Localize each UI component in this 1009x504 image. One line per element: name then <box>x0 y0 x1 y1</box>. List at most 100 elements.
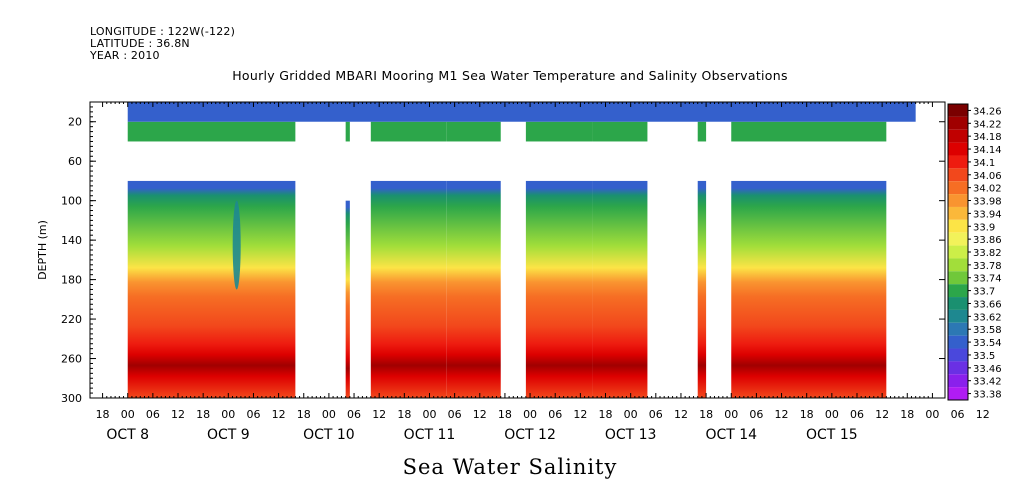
data-segment-near-surface <box>127 121 296 142</box>
x-date-label: OCT 14 <box>705 427 757 443</box>
colorbar-label: 33.58 <box>973 325 1002 336</box>
data-segment-deep <box>592 180 648 398</box>
y-tick-label: 100 <box>61 195 82 208</box>
x-hour-label: 06 <box>548 408 562 421</box>
x-hour-label: 06 <box>749 408 763 421</box>
colorbar-label: 34.22 <box>973 119 1002 130</box>
x-hour-label: 06 <box>347 408 361 421</box>
x-hour-label: 06 <box>649 408 663 421</box>
x-hour-label: 18 <box>800 408 814 421</box>
colorbar-label: 33.78 <box>973 261 1002 272</box>
colorbar-label: 34.1 <box>973 158 995 169</box>
colorbar-swatch <box>948 284 968 298</box>
colorbar-label: 33.94 <box>973 209 1002 220</box>
data-segment-near-surface <box>731 121 887 142</box>
y-tick-label: 60 <box>68 155 82 168</box>
colorbar-swatch <box>948 142 968 156</box>
x-date-label: OCT 11 <box>404 427 456 443</box>
y-tick-label: 260 <box>61 353 82 366</box>
x-hour-label: 18 <box>297 408 311 421</box>
data-segment-near-surface <box>525 121 593 142</box>
colorbar-swatch <box>948 335 968 349</box>
chart-title: Hourly Gridded MBARI Mooring M1 Sea Wate… <box>232 68 788 83</box>
data-segment-deep <box>345 200 350 398</box>
x-hour-label: 06 <box>246 408 260 421</box>
colorbar-swatch <box>948 194 968 207</box>
x-hour-label: 12 <box>171 408 185 421</box>
colorbar-swatch <box>948 232 968 246</box>
colorbar: 34.2634.2234.1834.1434.134.0634.0233.983… <box>947 103 1002 401</box>
x-hour-label: 06 <box>951 408 965 421</box>
x-hour-label: 12 <box>775 408 789 421</box>
x-hour-label: 00 <box>624 408 638 421</box>
y-tick-label: 220 <box>61 313 82 326</box>
data-segment-near-surface <box>345 121 350 142</box>
x-date-label: OCT 10 <box>303 427 355 443</box>
x-hour-label: 12 <box>976 408 990 421</box>
y-tick-label: 180 <box>61 274 82 287</box>
x-hour-label: 18 <box>599 408 613 421</box>
y-tick-label: 300 <box>61 392 82 405</box>
x-hour-label: 18 <box>699 408 713 421</box>
colorbar-label: 34.02 <box>973 184 1002 195</box>
colorbar-label: 33.42 <box>973 377 1002 388</box>
colorbar-swatch <box>948 258 968 272</box>
plot-area <box>127 102 916 398</box>
colorbar-label: 33.38 <box>973 390 1002 401</box>
colorbar-label: 33.7 <box>973 287 995 298</box>
x-hour-label: 06 <box>850 408 864 421</box>
y-axis-label: DEPTH (m) <box>36 220 49 280</box>
colorbar-label: 33.66 <box>973 299 1002 310</box>
colorbar-swatch <box>948 116 968 130</box>
colorbar-swatch <box>948 104 968 117</box>
colorbar-swatch <box>948 245 968 259</box>
x-hour-label: 06 <box>146 408 160 421</box>
colorbar-label: 34.14 <box>973 145 1002 156</box>
x-hour-label: 06 <box>448 408 462 421</box>
header-latitude: LATITUDE : 36.8N <box>90 37 190 50</box>
data-segment-near-surface <box>697 121 707 142</box>
data-segment-deep <box>697 180 707 398</box>
data-segment-deep <box>525 180 593 398</box>
colorbar-label: 33.98 <box>973 197 1002 208</box>
data-segment-near-surface <box>370 121 447 142</box>
colorbar-label: 33.5 <box>973 351 995 362</box>
colorbar-label: 33.62 <box>973 312 1002 323</box>
colorbar-swatch <box>948 129 968 143</box>
data-segment-near-surface <box>592 121 648 142</box>
surface-band <box>127 102 916 122</box>
x-hour-label: 18 <box>196 408 210 421</box>
colorbar-label: 33.74 <box>973 274 1002 285</box>
x-hour-label: 18 <box>900 408 914 421</box>
colorbar-label: 33.54 <box>973 338 1002 349</box>
x-hour-label: 00 <box>221 408 235 421</box>
colorbar-swatch <box>948 297 968 310</box>
x-hour-label: 12 <box>573 408 587 421</box>
colorbar-swatch <box>948 361 968 375</box>
data-segment-near-surface <box>446 121 501 142</box>
colorbar-swatch <box>948 374 968 388</box>
x-hour-label: 12 <box>875 408 889 421</box>
colorbar-swatch <box>948 206 968 220</box>
x-hour-label: 00 <box>121 408 135 421</box>
salinity-anomaly <box>232 200 241 290</box>
x-hour-label: 12 <box>674 408 688 421</box>
colorbar-swatch <box>948 387 968 400</box>
x-hour-label: 18 <box>498 408 512 421</box>
colorbar-label: 34.18 <box>973 132 1002 143</box>
header-year: YEAR : 2010 <box>90 49 160 62</box>
colorbar-label: 33.9 <box>973 222 995 233</box>
colorbar-swatch <box>948 271 968 285</box>
colorbar-swatch <box>948 309 968 323</box>
x-hour-label: 00 <box>925 408 939 421</box>
x-hour-label: 18 <box>397 408 411 421</box>
x-date-label: OCT 8 <box>106 427 149 443</box>
colorbar-swatch <box>948 322 968 336</box>
x-hour-label: 00 <box>523 408 537 421</box>
x-date-label: OCT 13 <box>605 427 657 443</box>
x-hour-label: 00 <box>422 408 436 421</box>
x-date-label: OCT 9 <box>207 427 250 443</box>
y-tick-label: 20 <box>68 116 82 129</box>
x-hour-label: 12 <box>272 408 286 421</box>
